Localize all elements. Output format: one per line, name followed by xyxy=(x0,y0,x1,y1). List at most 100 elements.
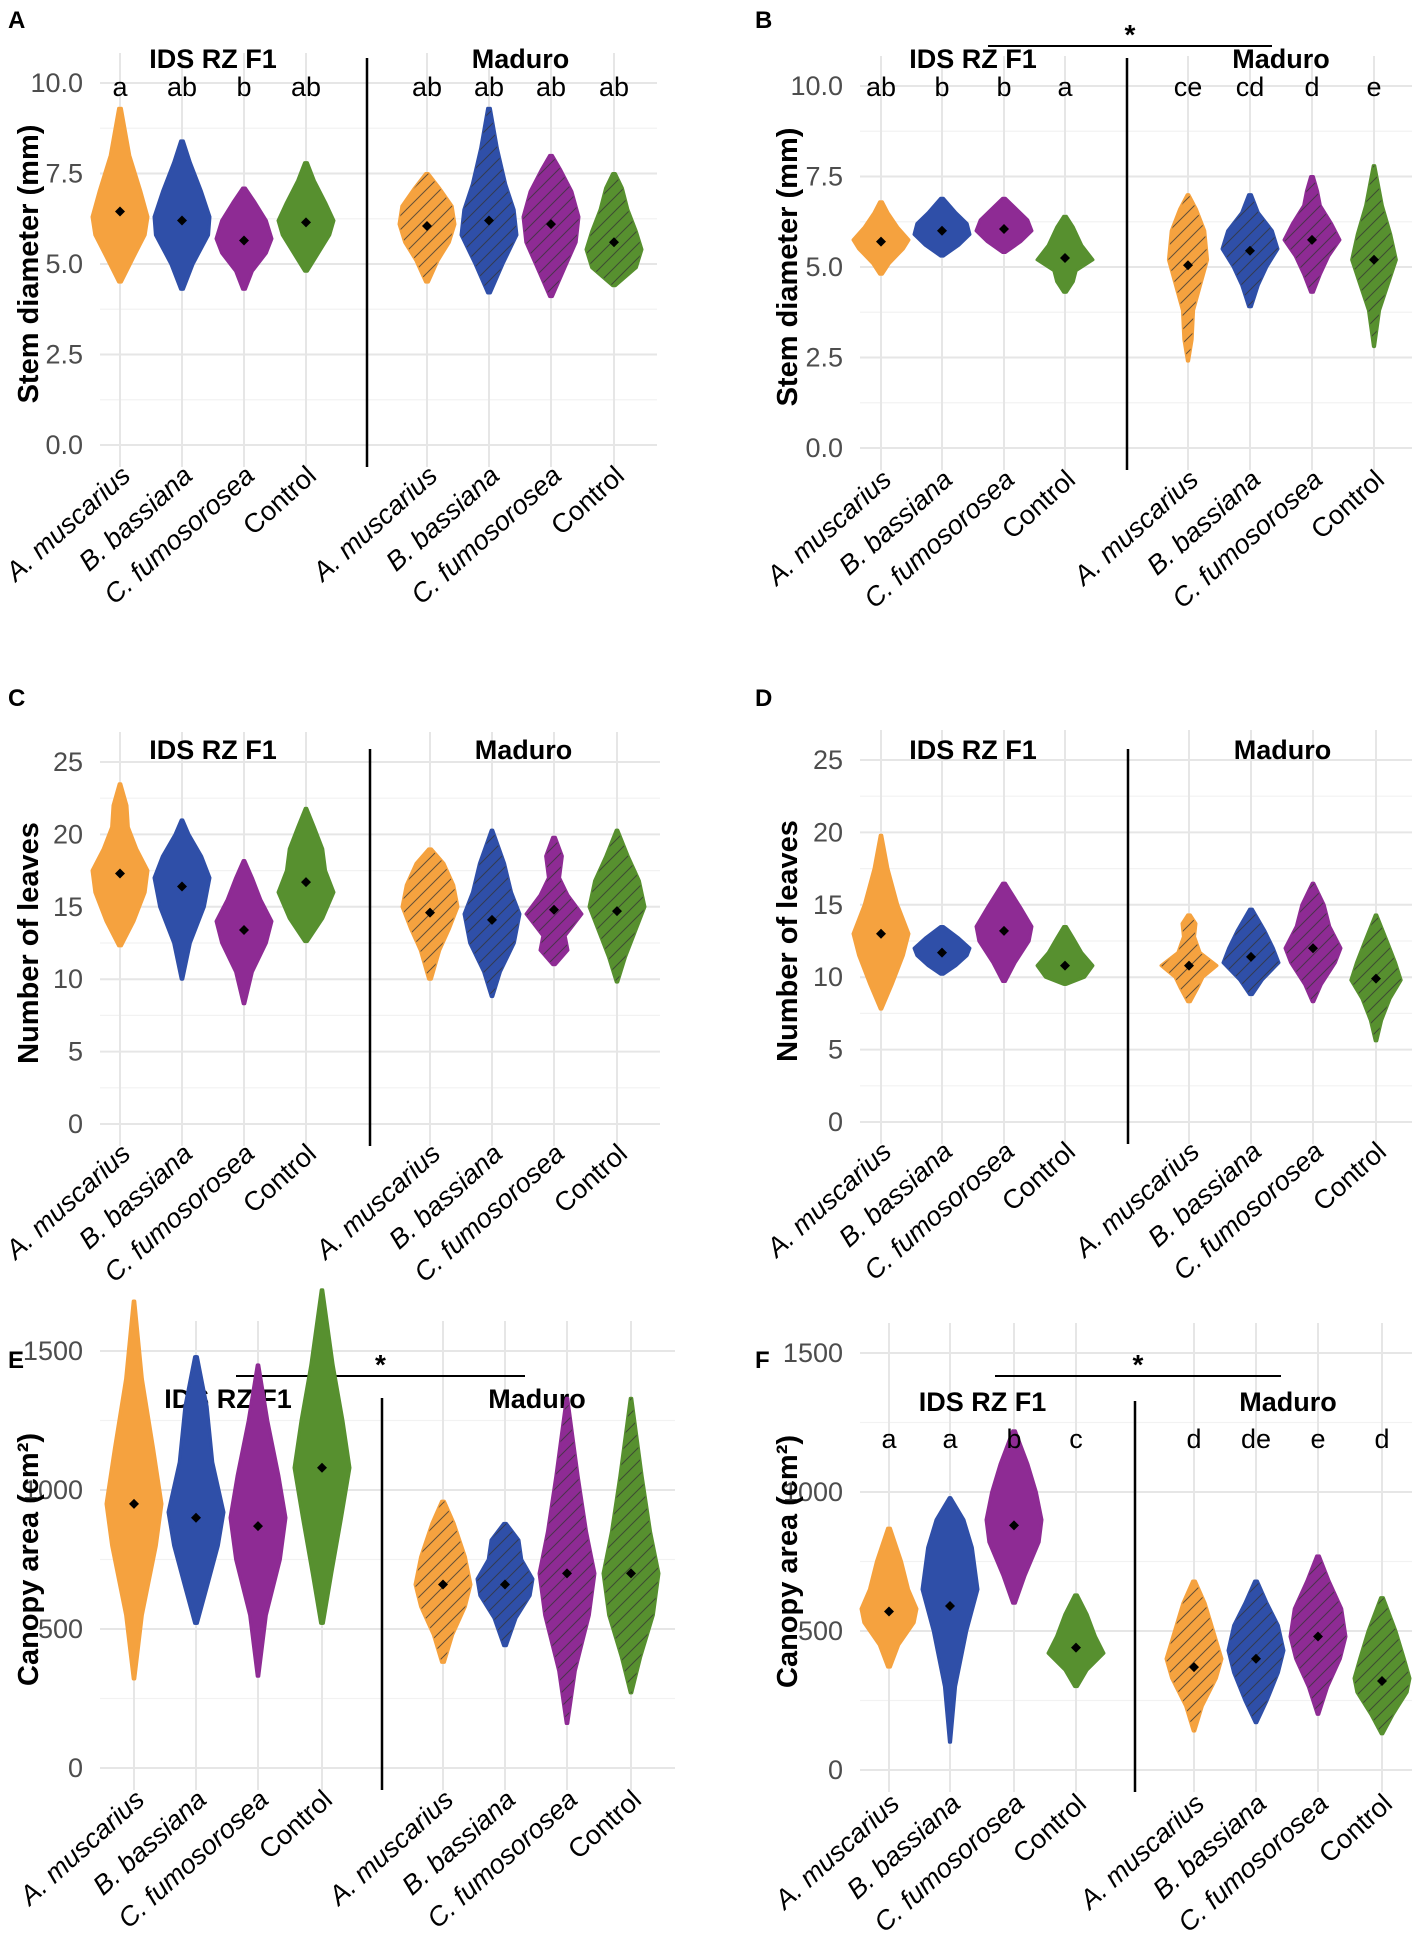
y-tick-label: 1500 xyxy=(23,1336,83,1366)
x-category-label: Control xyxy=(1313,1788,1398,1869)
mean-point xyxy=(115,206,125,217)
y-tick-label: 5 xyxy=(828,1035,843,1065)
y-axis-label: Stem diameter (mm) xyxy=(772,128,804,407)
significance-letter: a xyxy=(942,1424,958,1454)
x-category-label: Control xyxy=(562,1784,647,1865)
mean-point xyxy=(129,1498,139,1509)
y-tick-label: 0 xyxy=(828,1107,843,1137)
y-tick-label: 20 xyxy=(813,817,843,847)
significance-letter: a xyxy=(1057,72,1073,102)
violin-hatch xyxy=(1168,194,1208,362)
violin-ids-rz-f1-a-muscarius xyxy=(104,1299,164,1681)
mean-point xyxy=(1307,234,1317,245)
y-tick-label: 7.5 xyxy=(45,159,83,189)
mean-point xyxy=(937,225,947,236)
mean-point xyxy=(301,877,311,888)
violin-ids-rz-f1-a-muscarius xyxy=(90,106,150,284)
significance-letter: cd xyxy=(1236,72,1265,102)
mean-point xyxy=(999,925,1009,936)
mean-point xyxy=(1251,1653,1261,1664)
significance-letter: d xyxy=(1304,72,1319,102)
group-header-maduro: Maduro xyxy=(488,1384,586,1414)
violin-hatch xyxy=(1284,176,1340,293)
y-tick-label: 10.0 xyxy=(30,68,83,98)
y-tick-label: 500 xyxy=(38,1614,83,1644)
y-tick-label: 15 xyxy=(813,890,843,920)
mean-point xyxy=(876,236,886,247)
group-header-maduro: Maduro xyxy=(472,44,570,74)
group-header-maduro: Maduro xyxy=(1234,735,1332,765)
mean-point xyxy=(115,868,125,879)
significance-letter: ce xyxy=(1174,72,1203,102)
significance-letter: b xyxy=(996,72,1011,102)
y-tick-label: 10 xyxy=(813,962,843,992)
y-tick-label: 0 xyxy=(68,1109,83,1139)
significance-letter: ab xyxy=(599,72,629,102)
significance-letter: ab xyxy=(536,72,566,102)
mean-point xyxy=(945,1600,955,1611)
significance-letter: a xyxy=(112,72,128,102)
mean-point xyxy=(999,223,1009,234)
mean-point xyxy=(1060,960,1070,971)
group-header-ids-rz-f1: IDS RZ F1 xyxy=(149,735,277,765)
mean-point xyxy=(612,906,622,917)
mean-point xyxy=(301,217,311,228)
significance-letter: ab xyxy=(866,72,896,102)
violin-hatch xyxy=(603,1398,659,1693)
mean-point xyxy=(1060,252,1070,263)
violin-ids-rz-f1-c-fumosorosea xyxy=(984,1429,1044,1605)
y-tick-label: 2.5 xyxy=(45,340,83,370)
x-category-label: Control xyxy=(253,1784,338,1865)
violin-ids-rz-f1-control xyxy=(1046,1593,1106,1689)
mean-point xyxy=(1183,260,1193,271)
y-axis-label: Stem diameter (mm) xyxy=(13,125,45,404)
mean-point xyxy=(253,1521,263,1532)
significance-letter: e xyxy=(1366,72,1381,102)
y-tick-label: 500 xyxy=(798,1616,843,1646)
y-axis-label: Number of leaves xyxy=(772,820,804,1062)
mean-point xyxy=(562,1568,572,1579)
mean-point xyxy=(876,928,886,939)
violin-ids-rz-f1-control xyxy=(1035,925,1095,986)
mean-point xyxy=(549,904,559,915)
violin-hatch xyxy=(1223,909,1279,995)
significance-star: * xyxy=(1133,1349,1144,1380)
panel-a: 0.0 2.5 5.0 7.5 10.0 Stem diameter (mm) A IDS R… xyxy=(0,7,657,610)
violin-ids-rz-f1-a-muscarius xyxy=(851,833,911,1011)
mean-point xyxy=(484,215,494,226)
violin-ids-rz-f1-c-fumosorosea xyxy=(228,1363,288,1678)
mean-point xyxy=(1369,254,1379,265)
group-header-maduro: Maduro xyxy=(1232,44,1330,74)
mean-point xyxy=(1308,943,1318,954)
mean-point xyxy=(422,220,432,231)
x-category-label: Control xyxy=(548,1138,633,1219)
y-tick-label: 5 xyxy=(68,1037,83,1067)
violin-ids-rz-f1-a-muscarius xyxy=(859,1526,919,1669)
violin-ids-rz-f1-control xyxy=(276,161,336,273)
significance-letter: ab xyxy=(167,72,197,102)
significance-letter: ab xyxy=(291,72,321,102)
violin-ids-rz-f1-b-bassiana xyxy=(152,818,212,981)
mean-point xyxy=(191,1512,201,1523)
violin-ids-rz-f1-b-bassiana xyxy=(166,1355,226,1625)
mean-point xyxy=(1071,1642,1081,1653)
group-header-ids-rz-f1: IDS RZ F1 xyxy=(149,44,277,74)
violin-hatch xyxy=(1354,1597,1410,1734)
panel-letter: C xyxy=(8,685,25,712)
mean-point xyxy=(487,914,497,925)
y-tick-label: 25 xyxy=(813,745,843,775)
violin-ids-rz-f1-b-bassiana xyxy=(152,139,212,291)
mean-point xyxy=(239,924,249,935)
mean-point xyxy=(438,1579,448,1590)
group-header-ids-rz-f1: IDS RZ F1 xyxy=(919,1387,1047,1417)
significance-letter: a xyxy=(881,1424,897,1454)
panel-f: 0 500 1000 1500 Canopy area (cm²) F * IDS RZ F1… xyxy=(755,1323,1412,1936)
mean-point xyxy=(937,947,947,958)
mean-point xyxy=(500,1579,510,1590)
y-tick-label: 1000 xyxy=(783,1477,843,1507)
y-tick-label: 7.5 xyxy=(805,162,843,192)
y-axis-label: Canopy area (cm²) xyxy=(772,1435,804,1688)
y-tick-label: 5.0 xyxy=(805,252,843,282)
